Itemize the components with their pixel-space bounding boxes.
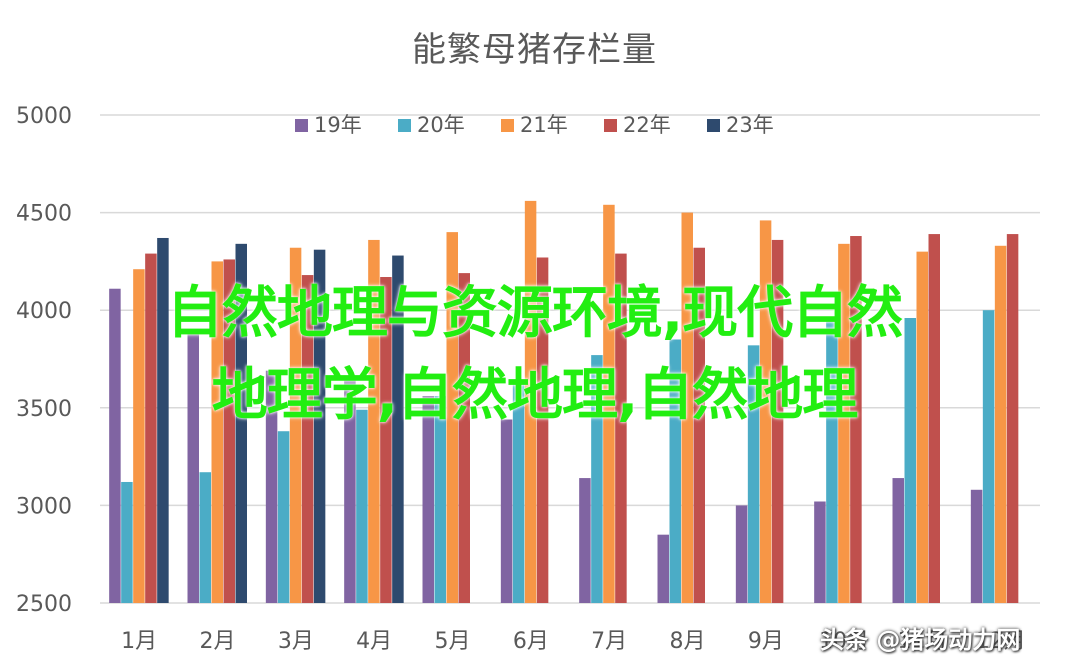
- bar: [579, 478, 591, 603]
- x-tick-label: 11月: [898, 629, 948, 654]
- bar: [524, 200, 537, 603]
- bar: [928, 234, 940, 603]
- y-tick-label: 3500: [16, 397, 72, 422]
- legend-label: 20年: [417, 113, 465, 137]
- legend-label: 22年: [623, 113, 671, 137]
- y-tick-label: 4500: [16, 202, 72, 227]
- y-tick-label: 3000: [16, 494, 72, 519]
- bar: [771, 239, 784, 604]
- bar: [603, 204, 615, 604]
- bar: [458, 273, 470, 603]
- bar: [982, 310, 995, 603]
- x-tick-label: 5月: [435, 629, 471, 654]
- bar: [759, 220, 772, 603]
- bar: [970, 489, 983, 603]
- x-tick-label: 3月: [278, 629, 314, 654]
- x-tick-label: 9月: [748, 629, 784, 654]
- bar: [356, 409, 368, 603]
- x-tick-label: 1月: [121, 629, 157, 654]
- bar: [223, 259, 235, 603]
- bar: [235, 243, 247, 603]
- bar: [591, 355, 603, 603]
- bar: [446, 232, 458, 603]
- bar: [368, 239, 380, 604]
- bar: [669, 339, 681, 603]
- bar: [121, 481, 133, 603]
- bar: [1006, 234, 1019, 603]
- bar: [500, 419, 513, 603]
- bar: [380, 277, 392, 603]
- bar: [850, 236, 862, 604]
- bar: [187, 329, 199, 603]
- bar: [826, 319, 838, 603]
- bar: [735, 505, 748, 603]
- bar: [344, 378, 356, 603]
- overlay-text-line2: 地理学,自然地理,自然地理: [211, 363, 859, 428]
- bar: [211, 261, 223, 603]
- bar: [512, 384, 525, 603]
- x-tick-label: 2月: [200, 629, 236, 654]
- bar: [422, 396, 434, 603]
- chart-title: 能繁母猪存栏量: [412, 30, 657, 70]
- bar: [199, 472, 211, 603]
- x-tick-label: 6月: [513, 629, 549, 654]
- legend-swatch: [707, 119, 720, 132]
- x-tick-label: 12月: [976, 629, 1026, 654]
- legend-label: 19年: [314, 113, 362, 137]
- x-tick-label: 8月: [670, 629, 706, 654]
- bar: [681, 212, 693, 603]
- bar: [265, 370, 278, 603]
- y-tick-label: 4000: [16, 299, 72, 324]
- y-tick-label: 5000: [16, 104, 72, 129]
- legend-swatch: [295, 119, 308, 132]
- legend-label: 21年: [520, 113, 568, 137]
- legend-swatch: [604, 119, 617, 132]
- bar: [916, 251, 928, 603]
- bar: [536, 257, 549, 603]
- bar: [814, 501, 826, 603]
- bar: [301, 275, 314, 603]
- bar: [904, 318, 916, 603]
- bar: [109, 288, 121, 603]
- y-tick-label: 2500: [16, 592, 72, 617]
- bar: [994, 245, 1007, 603]
- bar: [892, 478, 904, 603]
- bar: [145, 253, 157, 604]
- bar: [313, 249, 326, 604]
- bar: [838, 243, 850, 603]
- x-tick-label: 7月: [591, 629, 627, 654]
- legend-swatch: [501, 119, 514, 132]
- bar: [157, 237, 169, 603]
- bar: [747, 345, 760, 603]
- legend-swatch: [398, 119, 411, 132]
- bar: [615, 253, 627, 604]
- legend-label: 23年: [726, 113, 774, 137]
- bar: [434, 396, 446, 603]
- bar: [277, 431, 290, 603]
- watermark: 头条 @猪场动力网: [820, 626, 1021, 654]
- bar: [289, 247, 302, 603]
- bar: [657, 534, 669, 603]
- bar: [133, 269, 145, 603]
- overlay-text-line1: 自然地理与资源环境,现代自然: [166, 281, 903, 346]
- bar: [392, 255, 404, 603]
- x-tick-label: 10月: [819, 629, 869, 654]
- bar: [693, 247, 705, 603]
- x-tick-label: 4月: [356, 629, 392, 654]
